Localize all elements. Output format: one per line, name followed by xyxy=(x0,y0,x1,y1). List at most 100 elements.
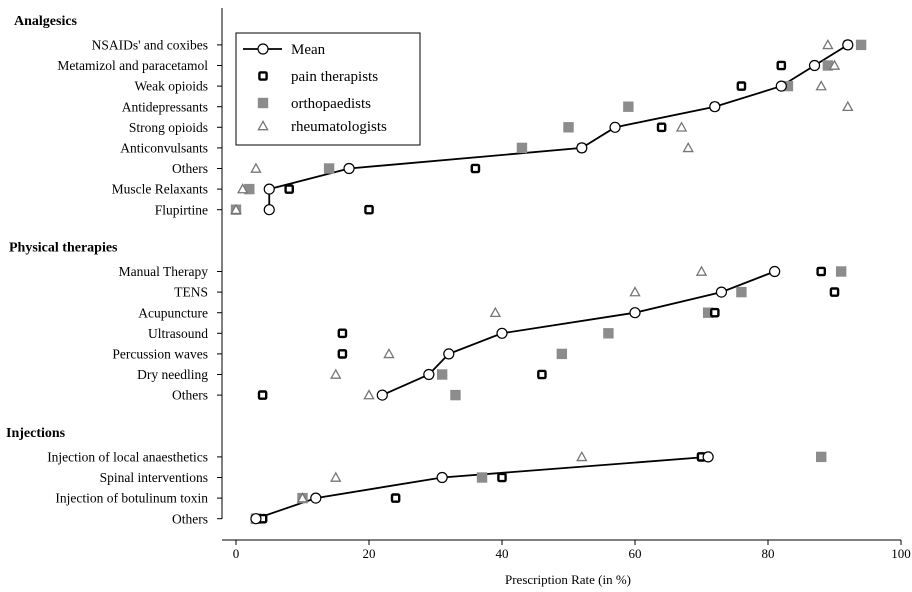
rheumatologists-point xyxy=(677,123,686,131)
legend-label: rheumatologists xyxy=(291,119,387,135)
group-title-analgesics: Analgesics xyxy=(14,14,78,29)
x-tick-label: 80 xyxy=(762,546,775,561)
row-label: Acupuncture xyxy=(138,305,208,320)
x-tick-label: 20 xyxy=(363,546,376,561)
row-label: Ultrasound xyxy=(148,326,208,341)
row-label: Manual Therapy xyxy=(119,264,209,279)
pain-therapists-point xyxy=(658,124,665,131)
orthopaedists-point xyxy=(563,122,573,132)
orthopaedists-point xyxy=(324,163,334,173)
pain-therapists-point xyxy=(365,206,372,213)
orthopaedists-point xyxy=(477,472,487,482)
rheumatologists-point xyxy=(251,164,260,172)
row-label: NSAIDs' and coxibes xyxy=(92,38,208,53)
group-title-injections: Injections xyxy=(6,426,66,441)
rheumatologists-point xyxy=(684,143,693,151)
mean-point xyxy=(776,81,786,91)
mean-point xyxy=(630,308,640,318)
mean-point xyxy=(424,370,434,380)
rheumatologists-point xyxy=(817,82,826,90)
row-label: Injection of local anaesthetics xyxy=(47,450,208,465)
rheumatologists-point xyxy=(630,288,639,296)
rheumatologists-point xyxy=(331,370,340,378)
rheumatologists-point xyxy=(364,391,373,399)
row-label: TENS xyxy=(174,285,208,300)
mean-point xyxy=(377,390,387,400)
row-label: Others xyxy=(172,388,208,403)
pain-therapists-point xyxy=(286,186,293,193)
mean-point xyxy=(444,349,454,359)
pain-therapists-point xyxy=(498,474,505,481)
row-label: Metamizol and paracetamol xyxy=(57,58,208,73)
rheumatologists-point xyxy=(577,452,586,460)
row-label: Weak opioids xyxy=(134,79,208,94)
pain-therapists-point xyxy=(778,62,785,69)
mean-point xyxy=(577,143,587,153)
rheumatologists-point xyxy=(823,40,832,48)
orthopaedists-point xyxy=(437,369,447,379)
row-label: Flupirtine xyxy=(155,202,208,217)
mean-point xyxy=(610,122,620,132)
mean-point xyxy=(311,493,321,503)
row-label: Strong opioids xyxy=(129,120,208,135)
legend-marker xyxy=(258,98,268,108)
row-labels: Analgesics NSAIDs' and coxibes Metamizol a… xyxy=(6,14,208,526)
mean-point xyxy=(344,164,354,174)
orthopaedists-point xyxy=(603,328,613,338)
row-label: Others xyxy=(172,511,208,526)
row-label: Anticonvulsants xyxy=(120,141,208,156)
pain-therapists-point xyxy=(538,371,545,378)
legend: Mean pain therapists orthopaedists rheumato… xyxy=(236,33,420,145)
x-tick-label: 0 xyxy=(233,546,240,561)
mean-point xyxy=(251,514,261,524)
rheumatologists-point xyxy=(843,102,852,110)
row-label: Others xyxy=(172,161,208,176)
pain-therapists-point xyxy=(259,392,266,399)
x-tick-label: 100 xyxy=(891,546,911,561)
mean-point xyxy=(497,328,507,338)
pain-therapists-point xyxy=(738,83,745,90)
pain-therapists-point xyxy=(818,268,825,275)
row-label: Muscle Relaxants xyxy=(112,182,208,197)
group-title-physical-therapies: Physical therapies xyxy=(9,241,118,256)
legend-marker xyxy=(258,44,268,54)
pain-therapists-point xyxy=(472,165,479,172)
mean-point xyxy=(843,40,853,50)
legend-label: orthopaedists xyxy=(291,96,371,112)
mean-point xyxy=(437,473,447,483)
row-label: Injection of botulinum toxin xyxy=(55,491,208,506)
orthopaedists-point xyxy=(517,143,527,153)
mean-point xyxy=(264,205,274,215)
row-label: Dry needling xyxy=(137,367,208,382)
orthopaedists-point xyxy=(623,102,633,112)
orthopaedists-point xyxy=(836,266,846,276)
rheumatologists-point xyxy=(331,473,340,481)
pain-therapists-point xyxy=(392,495,399,502)
mean-line-injections xyxy=(256,457,708,519)
mean-point xyxy=(716,287,726,297)
orthopaedists-point xyxy=(557,349,567,359)
rheumatologists-point xyxy=(384,349,393,357)
legend-label: Mean xyxy=(291,42,326,58)
pain-therapists-point xyxy=(339,350,346,357)
orthopaedists-point xyxy=(816,452,826,462)
mean-point xyxy=(810,61,820,71)
x-axis-label: Prescription Rate (in %) xyxy=(505,572,631,587)
mean-point xyxy=(264,184,274,194)
rheumatologists-point xyxy=(491,308,500,316)
row-label: Percussion waves xyxy=(112,347,208,362)
row-label: Spinal interventions xyxy=(100,470,208,485)
x-tick-label: 60 xyxy=(629,546,642,561)
orthopaedists-point xyxy=(450,390,460,400)
row-label: Antidepressants xyxy=(122,99,208,114)
mean-point xyxy=(710,102,720,112)
x-tick-label: 40 xyxy=(496,546,509,561)
pain-therapists-point xyxy=(831,289,838,296)
legend-label: pain therapists xyxy=(291,69,378,85)
mean-point xyxy=(703,452,713,462)
pain-therapists-point xyxy=(339,330,346,337)
legend-marker xyxy=(259,72,266,79)
pain-therapists-point xyxy=(711,309,718,316)
rheumatologists-point xyxy=(697,267,706,275)
